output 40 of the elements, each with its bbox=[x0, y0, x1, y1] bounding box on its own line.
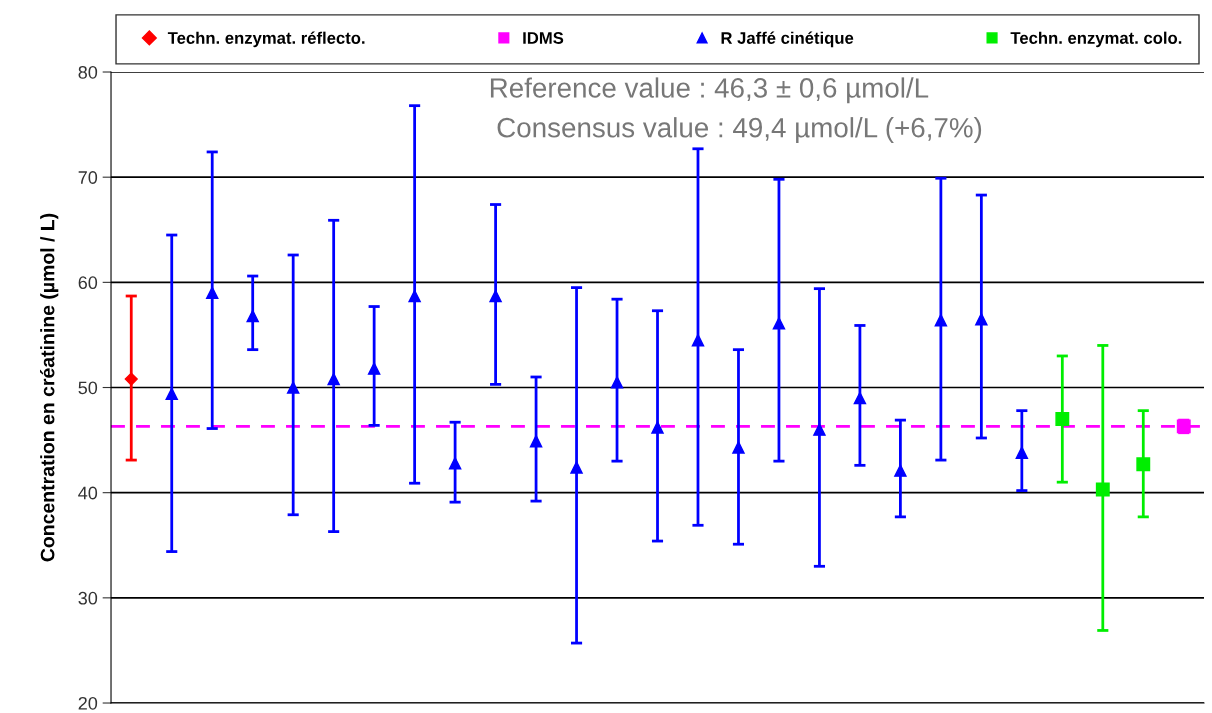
point bbox=[813, 423, 826, 436]
point bbox=[489, 289, 502, 303]
point bbox=[286, 381, 300, 394]
annotation: Reference value : 46,3 ± 0,6 µmol/L bbox=[490, 77, 929, 104]
legend-label: Techn. enzymat. colo. bbox=[1010, 31, 1182, 48]
legend-label: IDMS bbox=[523, 32, 564, 44]
point bbox=[448, 456, 462, 470]
point bbox=[1015, 446, 1029, 459]
point bbox=[934, 313, 948, 327]
y-tick-label: 70 bbox=[78, 171, 98, 184]
point bbox=[691, 333, 705, 347]
point bbox=[1095, 482, 1110, 497]
legend-label: R Jaffé cinétique bbox=[721, 31, 854, 48]
y-tick-label: 50 bbox=[78, 381, 98, 395]
point bbox=[975, 312, 988, 326]
point bbox=[1055, 412, 1070, 427]
y-axis-title: Concentration en créatinine (µmol / L) bbox=[39, 213, 59, 562]
point bbox=[610, 376, 624, 389]
y-tick-label: 20 bbox=[78, 696, 98, 710]
point bbox=[651, 421, 664, 434]
point bbox=[853, 391, 867, 405]
y-tick-label: 40 bbox=[78, 486, 98, 500]
point bbox=[772, 317, 786, 330]
point bbox=[529, 434, 543, 448]
point bbox=[246, 309, 259, 323]
annotation: Consensus value : 49,4 µmol/L (+6,7%) bbox=[497, 117, 982, 144]
point bbox=[894, 464, 907, 477]
y-tick-label: 30 bbox=[78, 591, 98, 605]
point bbox=[165, 387, 178, 401]
point bbox=[1136, 457, 1151, 472]
point bbox=[124, 372, 138, 386]
point bbox=[327, 372, 340, 386]
point bbox=[570, 461, 583, 474]
point bbox=[408, 289, 421, 303]
legend-label: Techn. enzymat. réflecto. bbox=[167, 31, 365, 48]
y-tick-label: 60 bbox=[78, 276, 98, 290]
y-tick-label: 80 bbox=[78, 65, 98, 79]
point bbox=[367, 362, 381, 375]
point bbox=[205, 286, 219, 300]
point bbox=[732, 441, 745, 454]
